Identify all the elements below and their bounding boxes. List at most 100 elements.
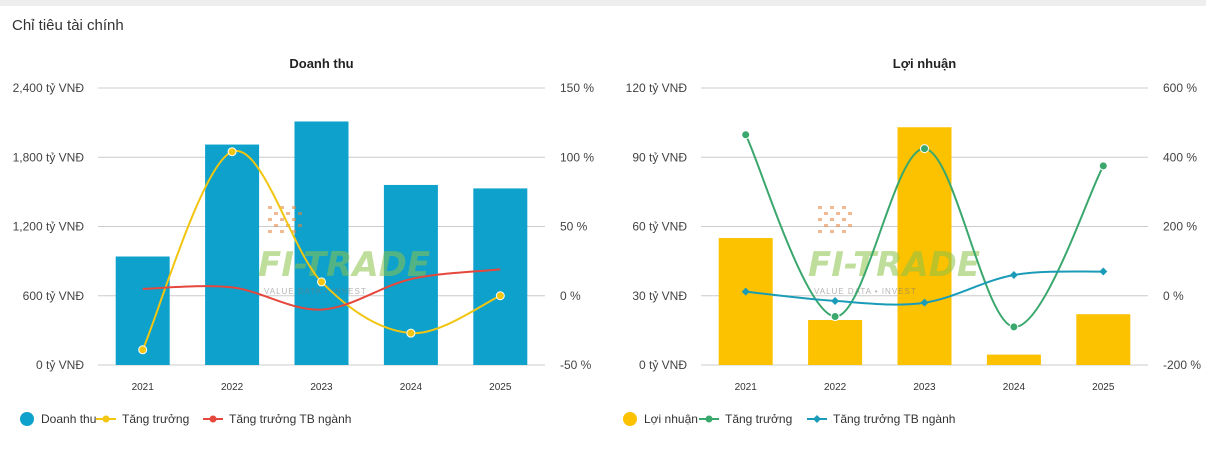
x-tick: 2021 — [735, 382, 758, 393]
legend-label: Doanh thu — [41, 412, 96, 426]
x-tick: 2025 — [1092, 382, 1115, 393]
x-tick: 2023 — [913, 382, 936, 393]
legend-label: Lợi nhuận — [644, 412, 698, 426]
watermark-dot — [842, 206, 846, 209]
x-tick: 2021 — [132, 382, 155, 393]
watermark-dot — [842, 230, 846, 233]
watermark-dot — [268, 218, 272, 221]
bar — [718, 238, 773, 365]
watermark-dot — [268, 230, 272, 233]
y-left-tick: 0 tỷ VNĐ — [639, 358, 687, 372]
watermark-brand: FI-TRADE — [808, 245, 980, 285]
y-left-tick: 1,800 tỷ VNĐ — [13, 150, 85, 164]
watermark-dot — [268, 206, 272, 209]
bar — [1076, 314, 1131, 365]
y-left-tick: 0 tỷ VNĐ — [36, 358, 84, 372]
watermark-logo: FI-TRADE VALUE DATA • INVEST — [808, 206, 980, 296]
profit-chart: Lợi nhuận 0 tỷ VNĐ -200 % 30 tỷ VNĐ 0 % 60 tỷ… — [623, 56, 1201, 426]
x-tick: 2024 — [400, 382, 423, 393]
series-point — [227, 147, 237, 157]
legend-marker — [705, 415, 713, 423]
watermark-dot — [292, 230, 296, 233]
series-point — [495, 291, 505, 301]
section-title: Chỉ tiêu tài chính — [12, 17, 124, 34]
legend: Lợi nhuận Tăng trưởng Tăng trưởng TB ngành — [623, 412, 955, 426]
watermark-dot — [280, 230, 284, 233]
watermark-dot — [274, 224, 278, 227]
legend-label: Tăng trưởng — [122, 412, 189, 426]
y-right-tick: 400 % — [1163, 150, 1197, 164]
y-right-tick: 0 % — [1163, 289, 1184, 303]
watermark-dot — [830, 206, 834, 209]
series-point — [1009, 270, 1018, 279]
y-right-tick: 200 % — [1163, 220, 1197, 234]
watermark-dot — [292, 206, 296, 209]
watermark-dot — [298, 212, 302, 215]
x-tick: 2022 — [824, 382, 847, 393]
y-right-tick: 0 % — [560, 289, 581, 303]
legend-label: Tăng trưởng TB ngành — [229, 412, 351, 426]
watermark-dot — [836, 224, 840, 227]
watermark-dot — [824, 224, 828, 227]
y-left-tick: 30 tỷ VNĐ — [632, 289, 687, 303]
bar — [986, 354, 1041, 365]
series-point — [830, 312, 840, 322]
watermark-dot — [830, 230, 834, 233]
y-left-tick: 1,200 tỷ VNĐ — [13, 220, 85, 234]
series-point — [1098, 161, 1108, 171]
x-tick: 2023 — [310, 382, 333, 393]
y-right-tick: -200 % — [1163, 358, 1201, 372]
legend-label: Tăng trưởng TB ngành — [833, 412, 955, 426]
series-point — [1099, 267, 1108, 276]
watermark-dot — [298, 224, 302, 227]
y-left-tick: 120 tỷ VNĐ — [626, 81, 688, 95]
watermark-dot — [824, 212, 828, 215]
y-left-tick: 60 tỷ VNĐ — [632, 220, 687, 234]
watermark-tagline: VALUE DATA • INVEST — [264, 287, 367, 296]
watermark-logo: FI-TRADE VALUE DATA • INVEST — [258, 206, 430, 296]
legend-label: Tăng trưởng — [725, 412, 792, 426]
watermark-dot — [818, 230, 822, 233]
watermark-dot — [830, 218, 834, 221]
series-line — [141, 150, 501, 351]
legend-bar-swatch — [623, 412, 637, 426]
chart-title: Doanh thu — [289, 56, 353, 71]
series-point — [741, 287, 750, 296]
series-point — [920, 144, 929, 154]
series-point — [831, 296, 840, 305]
legend-marker — [209, 415, 217, 423]
series-point — [1009, 322, 1019, 332]
watermark-dot — [842, 218, 846, 221]
bar — [808, 319, 863, 365]
bar — [205, 144, 260, 365]
y-right-tick: 100 % — [560, 150, 594, 164]
legend-marker — [102, 415, 110, 423]
series-point — [741, 130, 751, 140]
x-tick: 2025 — [489, 382, 512, 393]
watermark-dot — [818, 218, 822, 221]
series-point — [406, 328, 416, 338]
y-right-tick: 50 % — [560, 220, 588, 234]
bar — [294, 121, 349, 366]
watermark-dot — [280, 218, 284, 221]
watermark-dot — [274, 212, 278, 215]
legend-marker — [813, 415, 821, 423]
series-line — [142, 268, 501, 311]
watermark-dot — [818, 206, 822, 209]
y-left-tick: 90 tỷ VNĐ — [632, 150, 687, 164]
series-point — [138, 345, 148, 355]
watermark-brand: FI-TRADE — [258, 245, 430, 285]
y-right-tick: -50 % — [560, 358, 592, 372]
y-right-tick: 600 % — [1163, 81, 1197, 95]
legend: Doanh thu Tăng trưởng Tăng trưởng TB ngành — [20, 412, 351, 426]
watermark-dot — [836, 212, 840, 215]
watermark-dot — [292, 218, 296, 221]
legend-bar-swatch — [20, 412, 34, 426]
series-point — [317, 277, 326, 287]
x-tick: 2022 — [221, 382, 244, 393]
y-right-tick: 150 % — [560, 81, 594, 95]
chart-title: Lợi nhuận — [893, 56, 956, 71]
watermark-dot — [848, 212, 852, 215]
watermark-dot — [286, 212, 290, 215]
series-point — [920, 298, 929, 307]
